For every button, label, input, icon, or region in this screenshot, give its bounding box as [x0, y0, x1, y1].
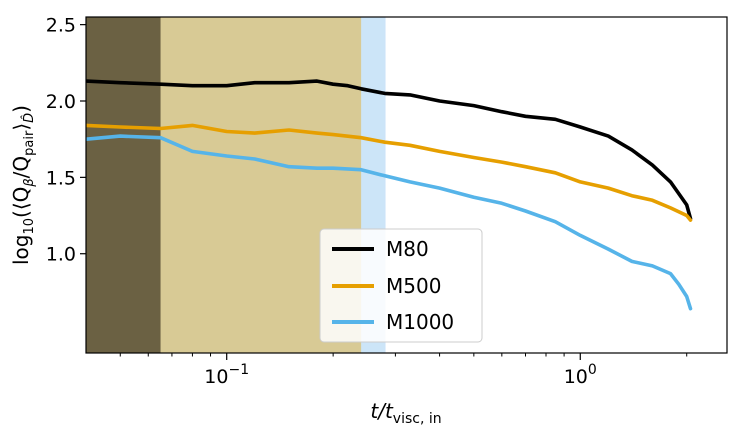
y-axis-title: log10(⟨Qβ/Qpair⟩D̂) [9, 105, 37, 265]
x-tick-label: 10−1 [204, 362, 249, 388]
x-axis-ticks: 10−1 100 [119, 353, 688, 388]
y-tick-label: 1.0 [46, 244, 76, 266]
y-title-close: ⟩ [9, 123, 33, 131]
shaded-regions [86, 17, 386, 353]
y-tick-label: 1.5 [46, 167, 76, 189]
x-axis-title: t/tvisc, in [370, 399, 441, 427]
y-title-sub10: 10 [22, 218, 37, 235]
y-title-mid: (⟨Q [9, 187, 33, 218]
legend-label-m1000: M1000 [386, 310, 454, 334]
legend: M80 M500 M1000 [319, 228, 483, 343]
y-title-log: log [9, 235, 33, 266]
legend-box [319, 228, 483, 343]
x-tick-label: 100 [564, 362, 597, 388]
y-axis-ticks: 1.0 1.5 2.0 2.5 [46, 15, 86, 266]
series-line-m500 [86, 123, 693, 222]
y-tick-label: 2.5 [46, 15, 76, 37]
x-axis-title-sub: visc, in [393, 411, 442, 427]
y-title-end: ) [9, 105, 33, 113]
y-title-slash: /Q [9, 156, 33, 178]
series-lines [86, 79, 693, 311]
legend-label-m80: M80 [386, 237, 429, 261]
series-line-m80 [86, 79, 693, 221]
legend-label-m500: M500 [386, 274, 441, 298]
x-axis-title-base: t/t [370, 399, 394, 423]
y-title-sub-beta: β [22, 178, 37, 187]
plot-frame [85, 16, 728, 354]
y-title-sub-pair: pair [22, 130, 37, 156]
y-title-sub-d: D̂ [22, 113, 37, 123]
series-line-m1000 [86, 134, 693, 311]
shaded-region-1 [86, 17, 161, 353]
y-tick-label: 2.0 [46, 91, 76, 113]
